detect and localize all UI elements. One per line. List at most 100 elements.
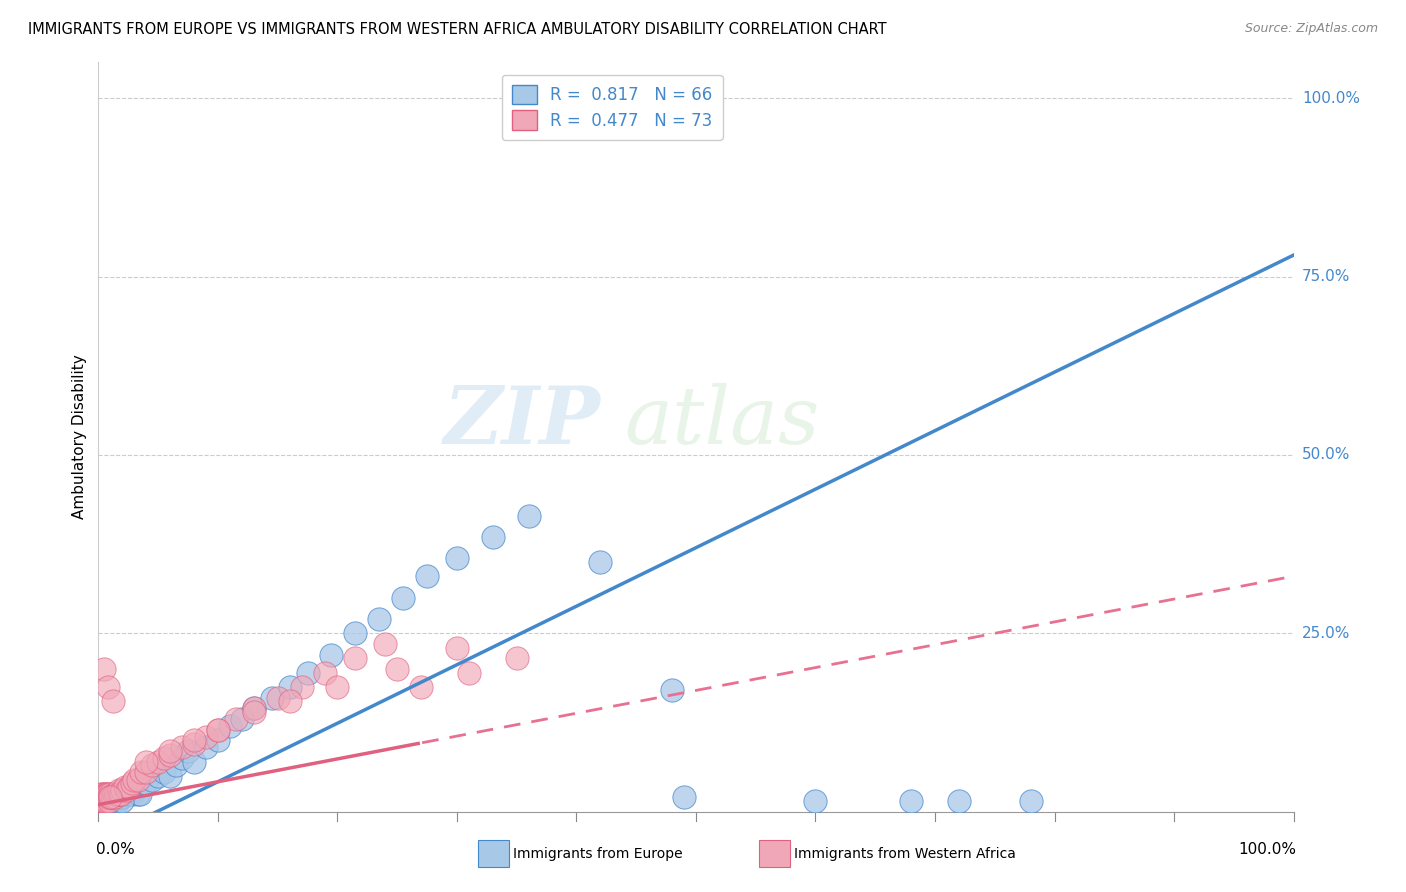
Point: [177, 744, 200, 758]
Point: [93, 662, 115, 676]
Point: [159, 769, 181, 783]
Point: [98, 787, 122, 801]
Point: [94, 787, 117, 801]
Point: [91, 790, 114, 805]
Point: [321, 648, 343, 662]
Point: [98, 790, 122, 805]
Legend: R =  0.817   N = 66, R =  0.477   N = 73: R = 0.817 N = 66, R = 0.477 N = 73: [502, 75, 723, 140]
Point: [900, 794, 922, 808]
Point: [98, 794, 121, 808]
Point: [225, 712, 247, 726]
Point: [195, 730, 218, 744]
Point: [97, 790, 120, 805]
Text: 0.0%: 0.0%: [96, 842, 135, 856]
Text: 100.0%: 100.0%: [1302, 91, 1360, 105]
Point: [1019, 794, 1042, 808]
Point: [107, 790, 129, 805]
Text: atlas: atlas: [624, 384, 820, 461]
Point: [141, 772, 163, 787]
Point: [98, 794, 121, 808]
Point: [94, 790, 117, 805]
Text: ZIP: ZIP: [443, 384, 600, 461]
Point: [153, 765, 176, 780]
Point: [141, 758, 163, 772]
Point: [118, 780, 141, 794]
Point: [100, 790, 122, 805]
Point: [105, 787, 128, 801]
Point: [108, 787, 131, 801]
Point: [243, 701, 266, 715]
Point: [90, 794, 112, 808]
Point: [90, 787, 112, 801]
Point: [344, 651, 367, 665]
Point: [148, 755, 170, 769]
Point: [91, 794, 114, 808]
Point: [114, 780, 136, 794]
Point: [97, 790, 120, 805]
Point: [231, 712, 253, 726]
Point: [91, 790, 114, 805]
Point: [392, 591, 415, 605]
Point: [297, 665, 319, 680]
Point: [108, 790, 131, 805]
Point: [121, 776, 143, 790]
Point: [90, 790, 112, 805]
Point: [446, 551, 468, 566]
Point: [91, 794, 114, 808]
Point: [506, 651, 529, 665]
Point: [207, 723, 229, 737]
Point: [103, 790, 125, 805]
Point: [159, 744, 181, 758]
Point: [517, 508, 540, 523]
Point: [121, 787, 143, 801]
Text: 100.0%: 100.0%: [1237, 842, 1296, 856]
Point: [111, 794, 134, 808]
Point: [368, 612, 391, 626]
Point: [104, 794, 127, 808]
Point: [135, 765, 157, 780]
Y-axis label: Ambulatory Disability: Ambulatory Disability: [72, 355, 87, 519]
Point: [96, 790, 118, 805]
Point: [107, 787, 129, 801]
Point: [107, 783, 129, 797]
Text: 75.0%: 75.0%: [1302, 269, 1350, 284]
Point: [98, 790, 121, 805]
Point: [132, 776, 155, 790]
Point: [93, 790, 115, 805]
Point: [315, 665, 337, 680]
Point: [93, 794, 115, 808]
Point: [131, 765, 153, 780]
Point: [159, 747, 181, 762]
Point: [105, 790, 128, 805]
Text: Source: ZipAtlas.com: Source: ZipAtlas.com: [1244, 22, 1378, 36]
Point: [948, 794, 970, 808]
Point: [127, 772, 149, 787]
Point: [89, 790, 111, 805]
Point: [183, 737, 205, 751]
Point: [91, 794, 114, 808]
Point: [110, 787, 132, 801]
Point: [94, 794, 117, 808]
Point: [114, 787, 136, 801]
Point: [135, 776, 157, 790]
Point: [91, 790, 114, 805]
Point: [124, 772, 146, 787]
Point: [96, 787, 118, 801]
Point: [97, 680, 120, 694]
Point: [172, 740, 194, 755]
Point: [124, 783, 146, 797]
Point: [661, 683, 683, 698]
Point: [94, 790, 117, 805]
Point: [91, 790, 114, 805]
Point: [148, 769, 170, 783]
Point: [96, 794, 118, 808]
Point: [115, 783, 138, 797]
Point: [91, 794, 114, 808]
Point: [385, 662, 409, 676]
Point: [111, 783, 134, 797]
Point: [411, 680, 433, 694]
Point: [278, 694, 301, 708]
Point: [89, 794, 111, 808]
Point: [374, 637, 396, 651]
Point: [129, 787, 152, 801]
